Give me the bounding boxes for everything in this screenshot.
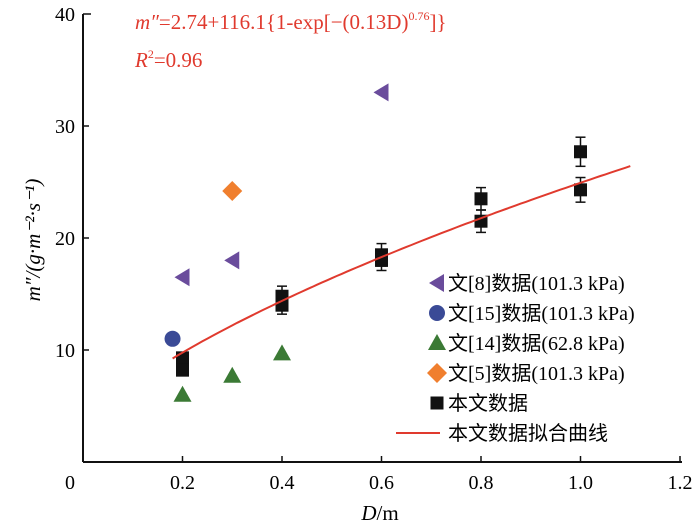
x-tick-label: 0.6 xyxy=(369,472,394,494)
legend-label: 文[15]数据(101.3 kPa) xyxy=(448,302,635,325)
data-point xyxy=(174,268,190,287)
legend-marker xyxy=(428,334,446,350)
legend: 文[8]数据(101.3 kPa) 文[15]数据(101.3 kPa) 文[14]… xyxy=(396,272,635,445)
data-point xyxy=(176,363,189,377)
x-tick-label: 1.0 xyxy=(568,472,593,494)
y-tick-label: 20 xyxy=(55,228,75,250)
x-tick-label: 0.2 xyxy=(170,472,195,494)
x-tick-label: 0.4 xyxy=(270,472,295,494)
fit-curve xyxy=(172,165,631,360)
data-point xyxy=(373,83,389,102)
y-axis-label: m″/(g·m⁻²·s⁻¹) xyxy=(21,179,45,302)
annotation-equation: m″=2.74+116.1{1-exp[−(0.13D)0.76]} xyxy=(135,9,447,34)
data-point xyxy=(223,366,242,383)
legend-label: 文[14]数据(62.8 kPa) xyxy=(448,332,625,355)
legend-marker xyxy=(430,396,444,410)
data-point xyxy=(273,344,291,361)
data-point xyxy=(222,180,243,201)
legend-marker xyxy=(429,274,444,292)
y-tick-label: 40 xyxy=(55,4,75,26)
data-point xyxy=(375,253,388,267)
x-axis-label: D/m xyxy=(360,501,398,525)
axes: 0 0.2 0.4 0.6 0.8 1.0 1.2 10 20 30 40 xyxy=(55,4,693,494)
legend-label: 本文数据拟合曲线 xyxy=(448,422,608,445)
legend-label: 文[8]数据(101.3 kPa) xyxy=(448,272,625,295)
x-tick-label: 1.2 xyxy=(668,472,693,494)
data-point xyxy=(173,385,192,402)
y-tick-label: 30 xyxy=(55,116,75,138)
annotation-r2: R2=0.96 xyxy=(134,47,202,72)
legend-label: 本文数据 xyxy=(448,392,528,415)
data-point xyxy=(574,183,587,197)
legend-marker xyxy=(429,305,445,321)
x-tick-label: 0 xyxy=(65,472,75,494)
marks xyxy=(164,83,631,402)
y-tick-label: 10 xyxy=(55,340,75,362)
legend-label: 文[5]数据(101.3 kPa) xyxy=(448,362,625,385)
data-point xyxy=(474,192,488,206)
data-point xyxy=(224,251,240,270)
legend-marker xyxy=(427,363,447,383)
x-tick-label: 0.8 xyxy=(469,472,494,494)
data-point xyxy=(574,145,587,159)
data-point xyxy=(164,330,181,347)
